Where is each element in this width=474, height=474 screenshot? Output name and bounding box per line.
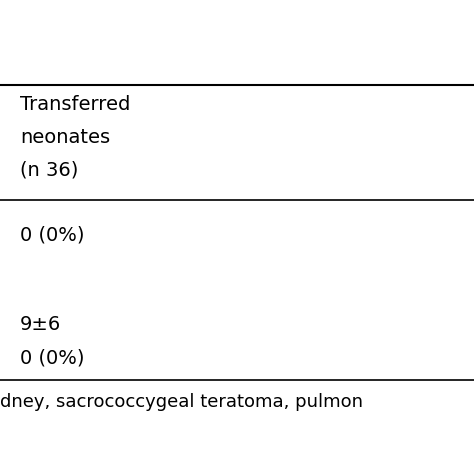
Text: dney, sacrococcygeal teratoma, pulmon: dney, sacrococcygeal teratoma, pulmon (0, 393, 363, 411)
Text: Transferred: Transferred (20, 95, 130, 114)
Text: 0 (0%): 0 (0%) (20, 348, 84, 367)
Text: (n 36): (n 36) (20, 161, 78, 180)
Text: neonates: neonates (20, 128, 110, 147)
Text: 9±6: 9±6 (20, 315, 61, 334)
Text: 0 (0%): 0 (0%) (20, 225, 84, 244)
